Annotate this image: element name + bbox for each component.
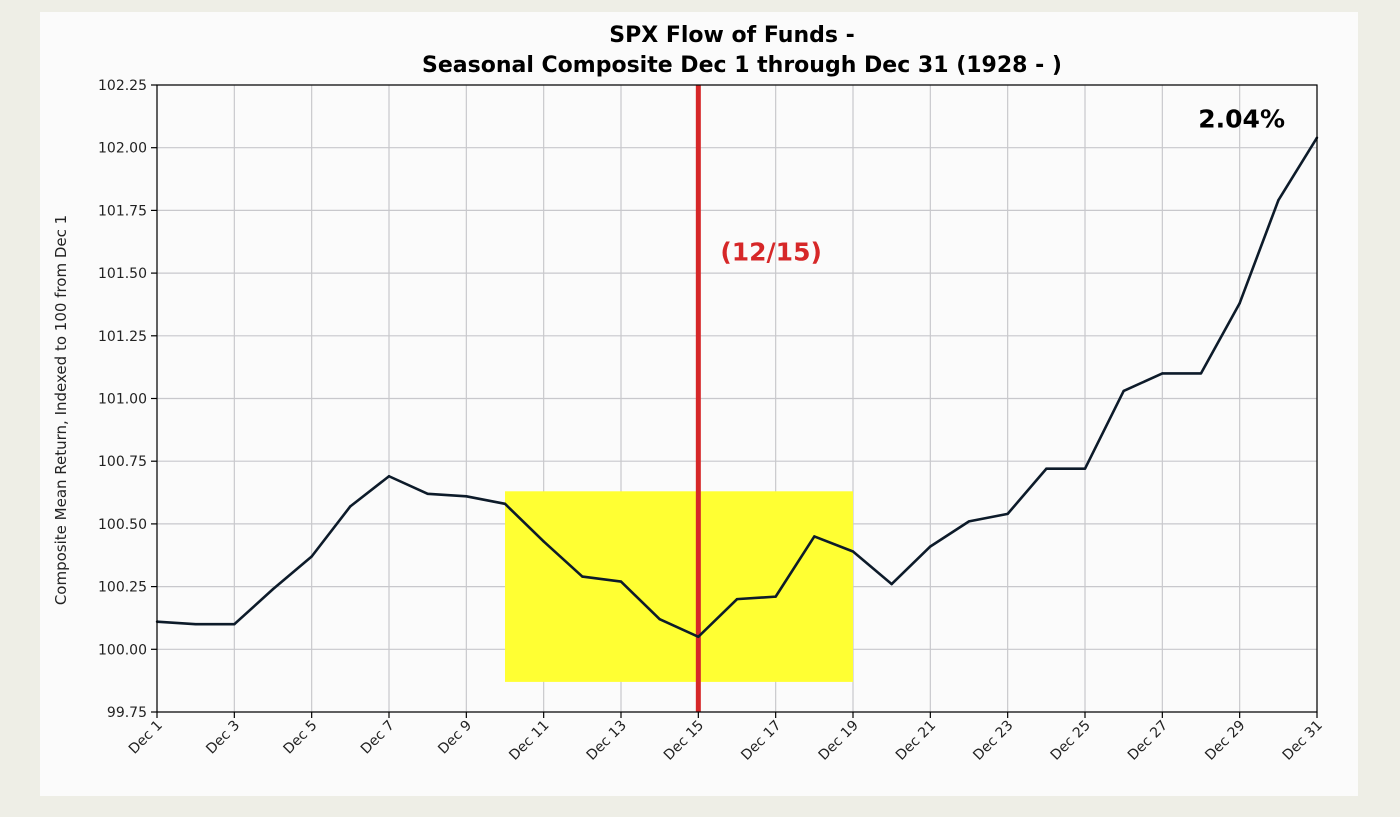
y-tick-label: 100.00 bbox=[98, 642, 147, 658]
data-point bbox=[503, 502, 507, 506]
x-tick-label: Dec 11 bbox=[506, 718, 552, 764]
plot-frame bbox=[156, 84, 1318, 713]
data-point bbox=[1161, 372, 1164, 375]
x-tick-label: Dec 7 bbox=[358, 718, 398, 758]
y-tick-label: 100.75 bbox=[98, 454, 147, 470]
chart-subtitle: Seasonal Composite Dec 1 through Dec 31 … bbox=[422, 53, 1062, 78]
y-tick-label: 102.00 bbox=[98, 141, 147, 157]
data-point bbox=[542, 540, 545, 543]
data-point bbox=[774, 595, 777, 598]
x-tick-label: Dec 23 bbox=[970, 718, 1016, 764]
data-point bbox=[1083, 467, 1087, 470]
data-point bbox=[1277, 199, 1280, 202]
y-tick-label: 99.75 bbox=[107, 705, 147, 721]
data-point bbox=[735, 597, 739, 601]
data-point bbox=[967, 520, 971, 523]
x-tick-label: Dec 3 bbox=[203, 718, 243, 758]
data-point bbox=[1006, 512, 1009, 516]
y-axis-label: Composite Mean Return, Indexed to 100 fr… bbox=[52, 215, 70, 605]
data-point bbox=[233, 623, 236, 626]
y-tick-label: 102.25 bbox=[98, 78, 147, 94]
data-point bbox=[349, 505, 352, 508]
y-tick-label: 101.50 bbox=[98, 266, 147, 282]
x-tick-label: Dec 1 bbox=[126, 718, 166, 758]
x-tick-label: Dec 13 bbox=[584, 718, 630, 764]
x-tick-label: Dec 19 bbox=[816, 718, 862, 764]
x-tick-label: Dec 31 bbox=[1280, 718, 1326, 764]
data-point bbox=[619, 580, 623, 583]
chart-panel: SPX Flow of Funds - Seasonal Composite D… bbox=[40, 12, 1358, 796]
y-tick-label: 100.25 bbox=[98, 580, 147, 596]
data-point bbox=[1045, 467, 1048, 470]
data-point bbox=[851, 550, 855, 553]
x-tick-label: Dec 27 bbox=[1125, 718, 1171, 764]
x-tick-label: Dec 9 bbox=[435, 718, 475, 758]
data-point bbox=[697, 635, 700, 638]
highlight-box bbox=[505, 491, 853, 682]
vline-label: (12/15) bbox=[720, 238, 822, 267]
data-point bbox=[194, 623, 197, 626]
chart-title: SPX Flow of Funds - bbox=[609, 23, 855, 48]
y-tick-label: 101.75 bbox=[98, 203, 147, 219]
y-tick-label: 101.25 bbox=[98, 329, 147, 345]
line-chart: SPX Flow of Funds - Seasonal Composite D… bbox=[52, 23, 1326, 764]
x-tick-label: Dec 17 bbox=[738, 718, 784, 764]
x-tick-label: Dec 25 bbox=[1048, 718, 1094, 764]
y-tick-label: 100.50 bbox=[98, 517, 147, 533]
data-point bbox=[387, 475, 391, 478]
data-point bbox=[581, 575, 584, 578]
x-tick-label: Dec 15 bbox=[661, 718, 707, 764]
data-point bbox=[1238, 301, 1241, 305]
data-point bbox=[890, 582, 893, 586]
data-point bbox=[1199, 372, 1203, 375]
data-point bbox=[813, 535, 816, 538]
x-tick-label: Dec 29 bbox=[1202, 718, 1248, 764]
y-tick-label: 101.00 bbox=[98, 392, 147, 408]
x-tick-label: Dec 5 bbox=[281, 718, 321, 758]
data-point bbox=[1122, 389, 1125, 393]
data-point bbox=[465, 495, 468, 498]
x-tick-label: Dec 21 bbox=[893, 718, 939, 764]
data-point bbox=[426, 492, 429, 496]
data-point bbox=[310, 555, 313, 558]
end-value-annotation: 2.04% bbox=[1198, 105, 1285, 134]
data-point bbox=[658, 618, 661, 621]
data-point bbox=[271, 587, 275, 591]
data-point bbox=[929, 545, 932, 548]
